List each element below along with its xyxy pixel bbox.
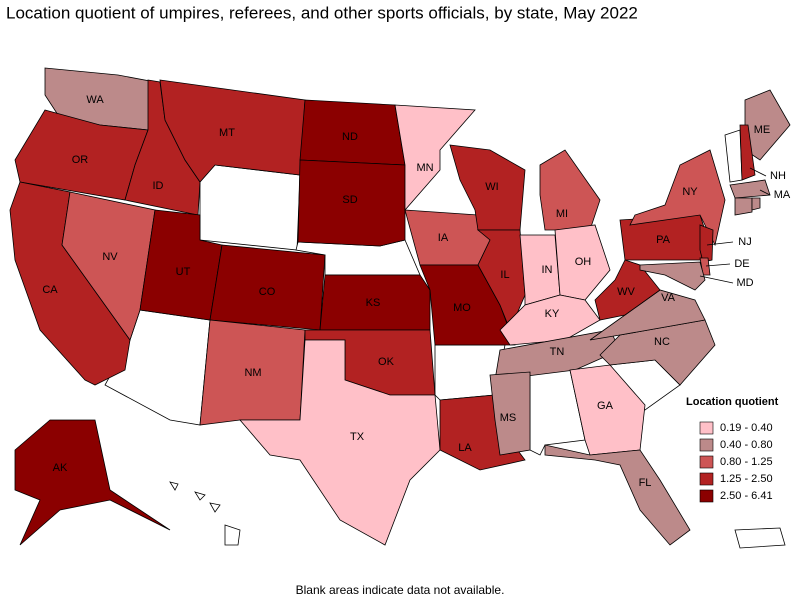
map-title: Location quotient of umpires, referees, … [6,3,638,22]
state-label: OR [72,154,89,166]
legend-swatch [699,472,714,486]
state-label: ID [153,180,164,192]
state-label: TX [350,431,365,443]
state-label: UT [176,266,191,278]
state-label: WA [86,94,104,106]
legend-label: 0.80 - 1.25 [720,456,773,468]
state [554,224,611,301]
state-label: TN [550,346,565,358]
state [699,224,714,263]
state-label: SD [342,194,357,206]
state-label: VA [661,292,676,304]
state-label: IL [500,269,509,281]
state-label: NJ [738,236,751,248]
state [61,191,156,341]
state-label: AK [53,462,68,474]
legend-swatch [699,421,714,435]
legend-label: 2.50 - 6.41 [720,490,773,502]
state [734,197,753,216]
state-label: MN [416,162,433,174]
state-label: CA [42,284,58,296]
leader-line [699,275,734,284]
legend-swatch [699,489,714,503]
state-label: NY [682,186,698,198]
state-blank [169,481,179,491]
state-blank [734,527,786,549]
leader-line [759,189,771,196]
state-label: NC [654,336,670,348]
leader-line [749,167,767,177]
state-label: OK [378,356,395,368]
legend-title: Location quotient [686,396,779,408]
state-label: ND [342,131,358,143]
state [239,339,441,546]
state-label: WV [617,286,635,298]
legend-label: 0.19 - 0.40 [720,422,773,434]
footnote: Blank areas indicate data not available. [296,583,505,597]
state-label: PA [656,234,671,246]
state [297,159,406,247]
legend-label: 1.25 - 2.50 [720,473,773,485]
state-label: MO [453,302,471,314]
state-blank [724,129,743,183]
state-blank [194,491,206,501]
state [519,234,561,306]
state-blank [199,164,301,251]
state-label: MI [556,208,568,220]
state [594,259,661,321]
state-label: MS [500,412,517,424]
state [489,371,531,456]
state [539,149,601,231]
state-label: KY [545,308,560,320]
state-label: ME [754,124,771,136]
leader-line [706,241,734,246]
state [14,419,171,546]
state [499,294,601,346]
state [729,179,771,199]
state-label: DE [734,258,749,270]
state [739,124,756,181]
state-label: NM [244,367,261,379]
state-blank [209,502,221,513]
state-label: NV [102,251,118,263]
state-label: FL [639,477,652,489]
state-label: MA [774,189,791,201]
state [639,261,706,291]
state-label: CO [259,286,276,298]
state [751,197,761,211]
legend-swatch [699,438,714,452]
state-label: IA [438,232,449,244]
state-label: NH [770,170,786,182]
state [394,104,476,212]
state-label: MD [736,277,753,289]
state-label: WI [485,181,498,193]
state-label: OH [575,256,592,268]
state [629,149,726,247]
legend-swatch [699,455,714,469]
state [319,274,431,331]
state-blank [224,524,241,546]
state-label: MT [219,127,235,139]
state-label: IN [542,264,553,276]
state-label: LA [458,442,472,454]
state-label: GA [597,400,614,412]
legend-label: 0.40 - 0.80 [720,439,773,451]
state [544,444,691,546]
leader-line [705,263,731,267]
state-label: KS [366,297,381,309]
